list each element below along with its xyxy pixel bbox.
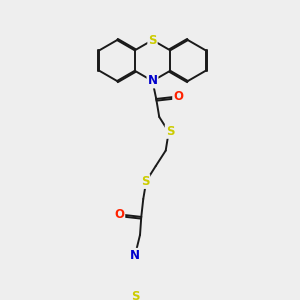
Text: O: O	[173, 91, 183, 103]
Text: N: N	[148, 74, 158, 88]
Text: S: S	[131, 290, 139, 300]
Text: O: O	[114, 208, 124, 221]
Text: S: S	[166, 125, 174, 138]
Text: S: S	[141, 175, 149, 188]
Text: S: S	[148, 34, 157, 46]
Text: N: N	[130, 249, 140, 262]
